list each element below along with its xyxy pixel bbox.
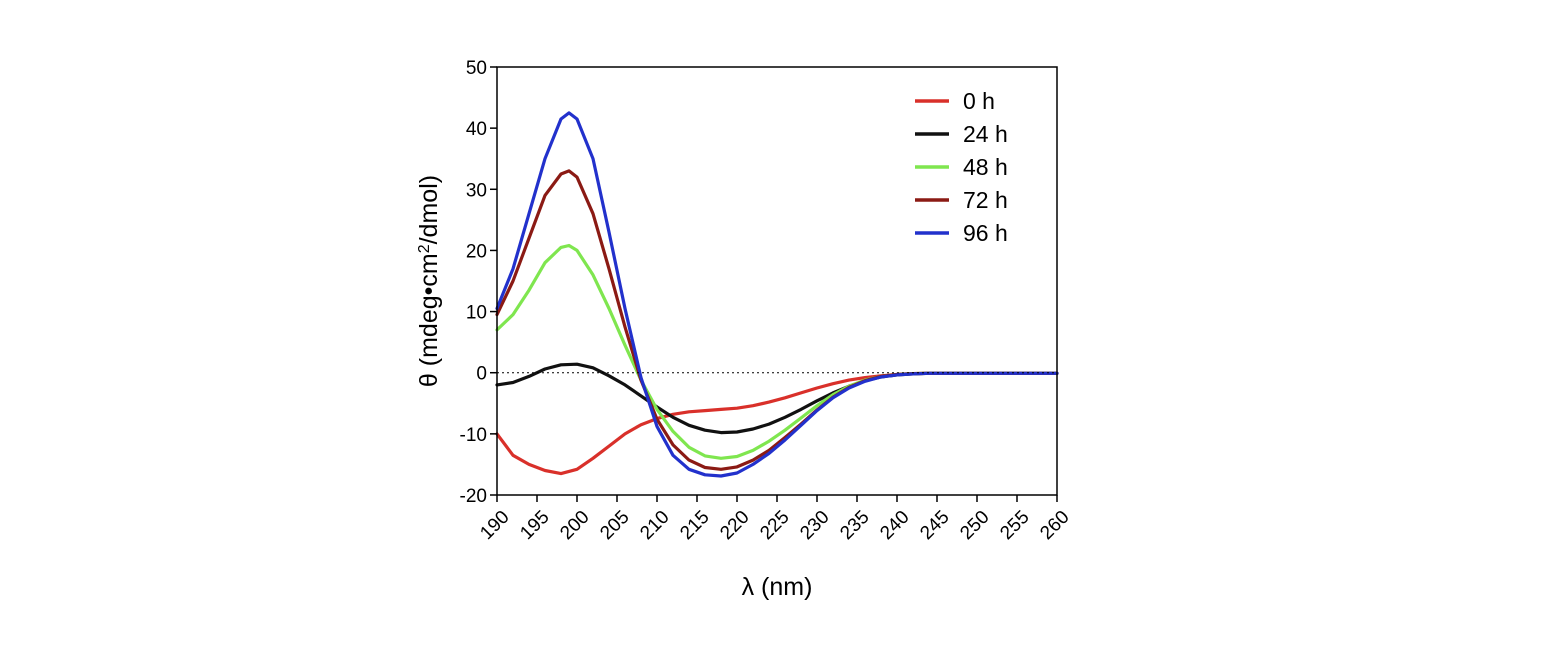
y-axis-title: θ (mdeg•cm2/dmol) <box>415 175 443 387</box>
x-tick-label: 225 <box>756 507 793 544</box>
x-tick-label: 195 <box>516 507 553 544</box>
y-axis-title-main: θ (mdeg•cm <box>415 253 443 387</box>
y-tick-label: 30 <box>466 180 487 201</box>
y-tick-label: 50 <box>466 58 487 79</box>
series-line-72h <box>495 169 1059 471</box>
y-tick-label: 0 <box>476 364 487 385</box>
legend: 0 h 24 h 48 h 72 h 96 h <box>915 88 1008 246</box>
x-tick-label: 235 <box>836 507 873 544</box>
series-line-0h <box>495 371 1059 476</box>
x-tick-label: 240 <box>876 507 913 544</box>
y-tick-label: -20 <box>460 486 487 507</box>
x-tick-label: 205 <box>596 507 633 544</box>
series-line-48h <box>495 243 1059 460</box>
x-axis-title: λ (nm) <box>742 573 813 601</box>
x-axis: 190 195 200 205 210 215 220 225 230 235 240 245 250 2… <box>476 495 1074 544</box>
y-tick-label: -10 <box>460 425 487 446</box>
x-tick-label: 215 <box>676 507 713 544</box>
legend-label: 48 h <box>963 154 1008 180</box>
x-tick-label: 260 <box>1036 507 1073 544</box>
series-line-96h <box>495 111 1059 478</box>
x-tick-label: 250 <box>956 507 993 544</box>
x-tick-label: 220 <box>716 507 753 544</box>
x-tick-label: 200 <box>556 507 593 544</box>
series-layer <box>495 111 1059 478</box>
legend-label: 72 h <box>963 187 1008 213</box>
y-tick-label: 10 <box>466 303 487 324</box>
y-axis-title-tail: /dmol) <box>415 175 443 244</box>
x-tick-label: 245 <box>916 507 953 544</box>
x-tick-label: 210 <box>636 507 673 544</box>
x-tick-label: 230 <box>796 507 833 544</box>
y-tick-label: 20 <box>466 241 487 262</box>
y-axis: 50 40 30 20 10 0 -10 -20 <box>460 58 497 507</box>
y-axis-title-superscript: 2 <box>416 244 433 253</box>
y-tick-label: 40 <box>466 119 487 140</box>
x-tick-label: 190 <box>476 507 513 544</box>
legend-label: 0 h <box>963 88 995 114</box>
legend-label: 24 h <box>963 121 1008 147</box>
x-tick-label: 255 <box>996 507 1033 544</box>
legend-label: 96 h <box>963 220 1008 246</box>
